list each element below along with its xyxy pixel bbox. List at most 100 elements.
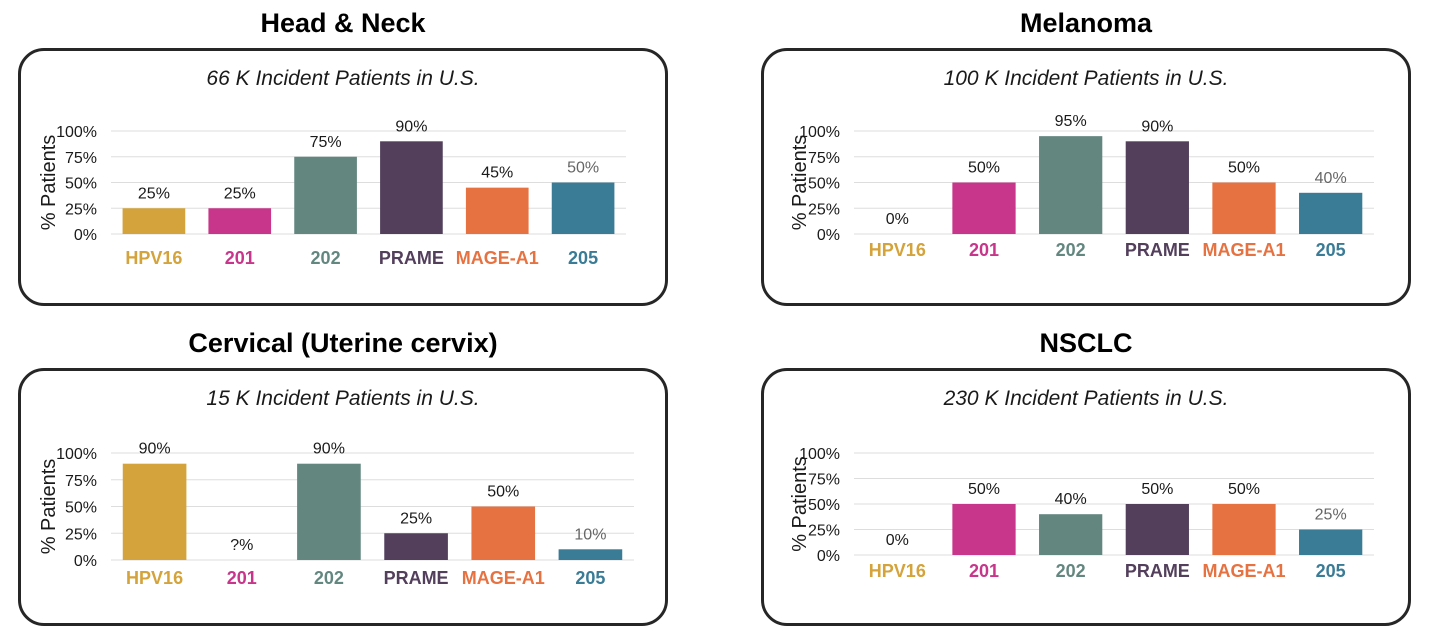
y-axis-label: % Patients: [38, 459, 60, 555]
data-label-mage-a1: 50%: [487, 484, 519, 501]
y-axis-label: % Patients: [789, 456, 811, 552]
data-label-hpv16: 90%: [139, 441, 171, 458]
bar-205: [1299, 192, 1363, 234]
y-tick-label: 100%: [56, 446, 97, 463]
bar-hpv16: [122, 463, 187, 560]
bar-chart-svg: 0% 25% 50% 75% 100%% Patients 25% HPV16 25% 201 7…: [38, 118, 626, 268]
bar-prame: [380, 141, 443, 234]
bar-202: [1039, 514, 1103, 555]
bar-prame: [1125, 504, 1189, 555]
category-label-201: 201: [969, 240, 999, 260]
category-label-202: 202: [1056, 240, 1086, 260]
bar-202: [1039, 136, 1103, 234]
bar-chart-svg: 0% 25% 50% 75% 100%% Patients 90% HPV16?% 201 90…: [38, 441, 634, 588]
y-tick-label: 25%: [65, 526, 97, 543]
y-tick-label: 50%: [808, 497, 840, 514]
category-label-202: 202: [1056, 561, 1086, 581]
data-label-202: 75%: [310, 134, 342, 151]
category-label-mage-a1: MAGE-A1: [1202, 240, 1285, 260]
bar-205: [551, 182, 615, 234]
data-label-202: 40%: [1055, 491, 1087, 508]
category-label-prame: PRAME: [1125, 561, 1190, 581]
bar-chart-svg: 0% 25% 50% 75% 100%% Patients 0% HPV16 50% 201 40…: [789, 446, 1374, 581]
category-label-hpv16: HPV16: [126, 568, 183, 588]
category-label-205: 205: [575, 568, 605, 588]
y-tick-label: 0%: [74, 553, 97, 570]
bar-205: [1299, 529, 1363, 555]
category-label-202: 202: [314, 568, 344, 588]
data-label-201: 50%: [968, 160, 1000, 177]
bar-mage-a1: [465, 187, 529, 234]
data-label-201: 25%: [224, 185, 256, 202]
category-label-201: 201: [969, 561, 999, 581]
data-label-202: 95%: [1055, 113, 1087, 130]
chart-panel-cervical: Cervical (Uterine cervix) 15 K Incident …: [18, 320, 668, 630]
chart-panel-nsclc: NSCLC 230 K Incident Patients in U.S. 0%…: [761, 320, 1411, 630]
y-tick-label: 100%: [799, 124, 840, 141]
chart-frame: 15 K Incident Patients in U.S. 0% 25% 50% 7…: [18, 368, 668, 626]
category-label-mage-a1: MAGE-A1: [462, 568, 545, 588]
chart-subtitle: 230 K Incident Patients in U.S.: [943, 387, 1229, 410]
data-label-mage-a1: 50%: [1228, 160, 1260, 177]
chart-title: Melanoma: [1019, 8, 1153, 38]
data-label-prame: 50%: [1141, 481, 1173, 498]
category-label-202: 202: [311, 248, 341, 268]
chart-frame: 66 K Incident Patients in U.S. 0% 25% 50% 7…: [18, 48, 668, 306]
data-label-prame: 90%: [1141, 118, 1173, 135]
y-tick-label: 0%: [74, 227, 97, 244]
chart-subtitle: 100 K Incident Patients in U.S.: [943, 67, 1229, 90]
data-label-prame: 25%: [400, 510, 432, 527]
category-label-prame: PRAME: [1125, 240, 1190, 260]
y-tick-label: 100%: [56, 124, 97, 141]
chart-title: NSCLC: [1039, 328, 1133, 358]
y-tick-label: 25%: [65, 201, 97, 218]
y-tick-label: 100%: [799, 446, 840, 463]
category-label-201: 201: [227, 568, 257, 588]
y-tick-label: 0%: [817, 227, 840, 244]
y-tick-label: 75%: [808, 472, 840, 489]
data-label-hpv16: 0%: [886, 211, 909, 228]
chart-subtitle: 66 K Incident Patients in U.S.: [206, 67, 480, 90]
bar-mage-a1: [1212, 182, 1276, 234]
data-label-205: 25%: [1315, 507, 1347, 524]
y-tick-label: 50%: [808, 176, 840, 193]
bar-mage-a1: [1212, 504, 1276, 555]
category-label-hpv16: HPV16: [125, 248, 182, 268]
bar-201: [952, 504, 1016, 555]
data-label-201: ?%: [230, 537, 253, 554]
data-label-202: 90%: [313, 441, 345, 458]
category-label-prame: PRAME: [384, 568, 449, 588]
y-tick-label: 75%: [808, 150, 840, 167]
y-tick-label: 50%: [65, 500, 97, 517]
y-tick-label: 25%: [808, 201, 840, 218]
data-label-mage-a1: 50%: [1228, 481, 1260, 498]
category-label-mage-a1: MAGE-A1: [456, 248, 539, 268]
bar-201: [952, 182, 1016, 234]
y-tick-label: 25%: [808, 523, 840, 540]
data-label-205: 40%: [1315, 170, 1347, 187]
y-tick-label: 0%: [817, 548, 840, 565]
chart-frame: 100 K Incident Patients in U.S. 0% 25% 50%…: [761, 48, 1411, 306]
data-label-hpv16: 0%: [886, 532, 909, 549]
data-label-205: 10%: [574, 526, 606, 543]
category-label-205: 205: [568, 248, 598, 268]
chart-subtitle: 15 K Incident Patients in U.S.: [206, 387, 480, 410]
chart-panel-head-neck: Head & Neck 66 K Incident Patients in U.…: [18, 0, 668, 310]
bar-202: [294, 156, 357, 234]
category-label-mage-a1: MAGE-A1: [1202, 561, 1285, 581]
category-label-201: 201: [225, 248, 255, 268]
y-tick-label: 75%: [65, 473, 97, 490]
y-axis-label: % Patients: [38, 135, 60, 231]
y-tick-label: 50%: [65, 176, 97, 193]
bar-hpv16: [122, 208, 186, 234]
chart-panel-melanoma: Melanoma 100 K Incident Patients in U.S.…: [761, 0, 1411, 310]
y-axis-label: % Patients: [789, 135, 811, 231]
category-label-prame: PRAME: [379, 248, 444, 268]
data-label-prame: 90%: [395, 118, 427, 135]
category-label-hpv16: HPV16: [869, 561, 926, 581]
bar-prame: [384, 533, 448, 560]
chart-title: Head & Neck: [260, 8, 426, 38]
category-label-hpv16: HPV16: [869, 240, 926, 260]
category-label-205: 205: [1316, 240, 1346, 260]
bar-201: [208, 208, 272, 234]
